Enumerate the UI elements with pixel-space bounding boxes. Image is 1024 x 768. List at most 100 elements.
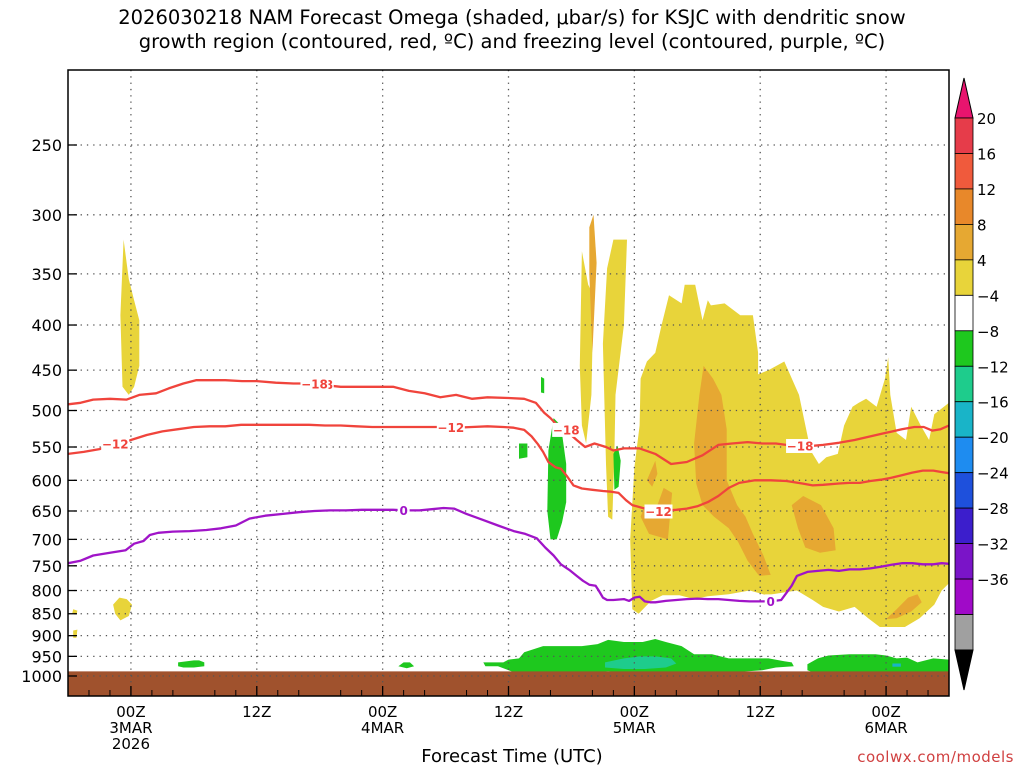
y-tick-label-850: 850 <box>31 605 62 624</box>
y-tick-label-650: 650 <box>31 502 62 521</box>
title-line-2: growth region (contoured, red, ºC) and f… <box>138 30 886 53</box>
colorbar-swatch-14 <box>954 614 974 651</box>
omega-region-21 <box>605 656 677 669</box>
colorbar-label-13: −36 <box>977 571 1009 589</box>
colorbar-label-10: −24 <box>977 465 1009 483</box>
dgz-label-0-b-bg <box>300 377 329 392</box>
colorbar-swatch-5 <box>954 294 974 332</box>
dgz-label-0-d-bg <box>786 438 815 453</box>
omega-region-11 <box>886 594 922 620</box>
dgz-label-0-b: −18 <box>301 378 328 392</box>
x-tick-label-5-0: 12Z <box>746 703 775 721</box>
y-tick-label-900: 900 <box>31 627 62 646</box>
colorbar-label-9: −20 <box>977 429 1009 447</box>
colorbar-swatch-7 <box>954 365 974 403</box>
y-tick-label-450: 450 <box>31 361 62 380</box>
colorbar-label-2: 12 <box>977 181 996 199</box>
freezing-label-0-a-bg <box>397 503 410 518</box>
y-tick-label-400: 400 <box>31 316 62 335</box>
freezing-label-0-b: 0 <box>767 595 775 609</box>
x-tick-label-2-0: 00Z <box>368 703 397 721</box>
omega-region-1 <box>113 597 132 621</box>
dgz-label-0-d: −18 <box>787 439 814 453</box>
omega-region-22 <box>892 663 901 667</box>
y-tick-label-250: 250 <box>31 136 62 155</box>
colorbar-label-1: 16 <box>977 145 996 163</box>
dgz-label-0-c: −18 <box>553 423 580 437</box>
x-tick-label-0-2: 2026 <box>112 735 150 753</box>
colorbar-label-0: 20 <box>977 110 996 128</box>
x-tick-label-4-0: 00Z <box>620 703 649 721</box>
colorbar-top-arrow <box>954 77 974 119</box>
dgz-line-0 <box>68 379 949 466</box>
colorbar-label-11: −28 <box>977 500 1009 518</box>
omega-region-15 <box>541 376 545 394</box>
credit-text: coolwx.com/models <box>857 748 1014 766</box>
colorbar-swatch-13 <box>954 578 974 615</box>
colorbar-swatch-9 <box>954 436 974 474</box>
freezing-line-0 <box>68 506 949 604</box>
colorbar-swatch-8 <box>954 401 974 438</box>
omega-region-20 <box>398 662 415 669</box>
dgz-label-1-c-bg <box>644 504 673 519</box>
y-tick-label-500: 500 <box>31 402 62 421</box>
colorbar-swatch-1 <box>954 153 974 190</box>
x-tick-label-6-0: 00Z <box>871 703 900 721</box>
y-tick-label-1000: 1000 <box>21 667 62 686</box>
freezing-label-0-b-bg <box>764 594 777 609</box>
omega-region-16 <box>613 445 621 490</box>
omega-region-17 <box>483 639 794 673</box>
y-tick-label-800: 800 <box>31 582 62 601</box>
colorbar-label-7: −12 <box>977 358 1009 376</box>
dgz-label-0-c-bg <box>552 422 581 437</box>
colorbar-swatch-4 <box>954 259 974 296</box>
omega-region-18 <box>807 654 949 673</box>
colorbar-swatch-11 <box>954 507 974 544</box>
x-tick-label-4-1: 5MAR <box>613 719 656 737</box>
colorbar-swatch-2 <box>954 188 974 225</box>
colorbar: 20 16 12 8 4 −4 −8 −12 −16 −20 −24 −28 −32 −36 <box>954 77 1009 691</box>
colorbar-swatch-12 <box>954 543 974 580</box>
omega-region-9 <box>694 365 771 576</box>
colorbar-swatch-0 <box>954 117 974 154</box>
chart-title: 2026030218 NAM Forecast Omega (shaded, μ… <box>0 6 1024 54</box>
omega-region-6 <box>630 284 949 627</box>
omega-region-4 <box>579 251 594 444</box>
freezing-label-0-a: 0 <box>399 504 407 518</box>
y-tick-label-950: 950 <box>31 647 62 666</box>
colorbar-label-5: −4 <box>977 287 999 305</box>
dgz-label-1-c: −12 <box>645 505 672 519</box>
colorbar-swatch-3 <box>954 223 974 261</box>
y-tick-label-300: 300 <box>31 206 62 225</box>
x-tick-label-2-1: 4MAR <box>361 719 404 737</box>
colorbar-bottom-arrow <box>954 649 974 691</box>
colorbar-label-4: 4 <box>977 252 987 270</box>
colorbar-label-12: −32 <box>977 536 1009 554</box>
y-tick-label-700: 700 <box>31 530 62 549</box>
omega-region-5 <box>602 239 627 520</box>
colorbar-label-8: −16 <box>977 394 1009 412</box>
y-tick-label-550: 550 <box>31 438 62 457</box>
x-tick-label-6-1: 6MAR <box>864 719 907 737</box>
omega-region-14 <box>519 443 528 459</box>
dgz-label-1-a: −12 <box>102 438 129 452</box>
x-tick-label-0-0: 00Z <box>116 703 145 721</box>
omega-region-0 <box>120 239 140 395</box>
contour-lines <box>68 379 949 604</box>
y-tick-label-600: 600 <box>31 471 62 490</box>
dgz-label-1-b: −12 <box>437 421 464 435</box>
x-tick-label-0-1: 3MAR <box>109 719 152 737</box>
title-line-1: 2026030218 NAM Forecast Omega (shaded, μ… <box>118 6 906 29</box>
x-tick-label-1-0: 12Z <box>242 703 271 721</box>
omega-region-19 <box>178 660 205 668</box>
colorbar-swatch-6 <box>954 330 974 367</box>
colorbar-swatch-10 <box>954 472 974 509</box>
pressure-axis: 250 300 350 400 450 500 550 600 650 700 750 800 850 9… <box>21 136 77 686</box>
dgz-line-1 <box>68 423 949 514</box>
omega-region-10 <box>791 496 836 553</box>
dgz-label-1-a-bg <box>101 437 130 452</box>
colorbar-label-3: 8 <box>977 216 987 234</box>
